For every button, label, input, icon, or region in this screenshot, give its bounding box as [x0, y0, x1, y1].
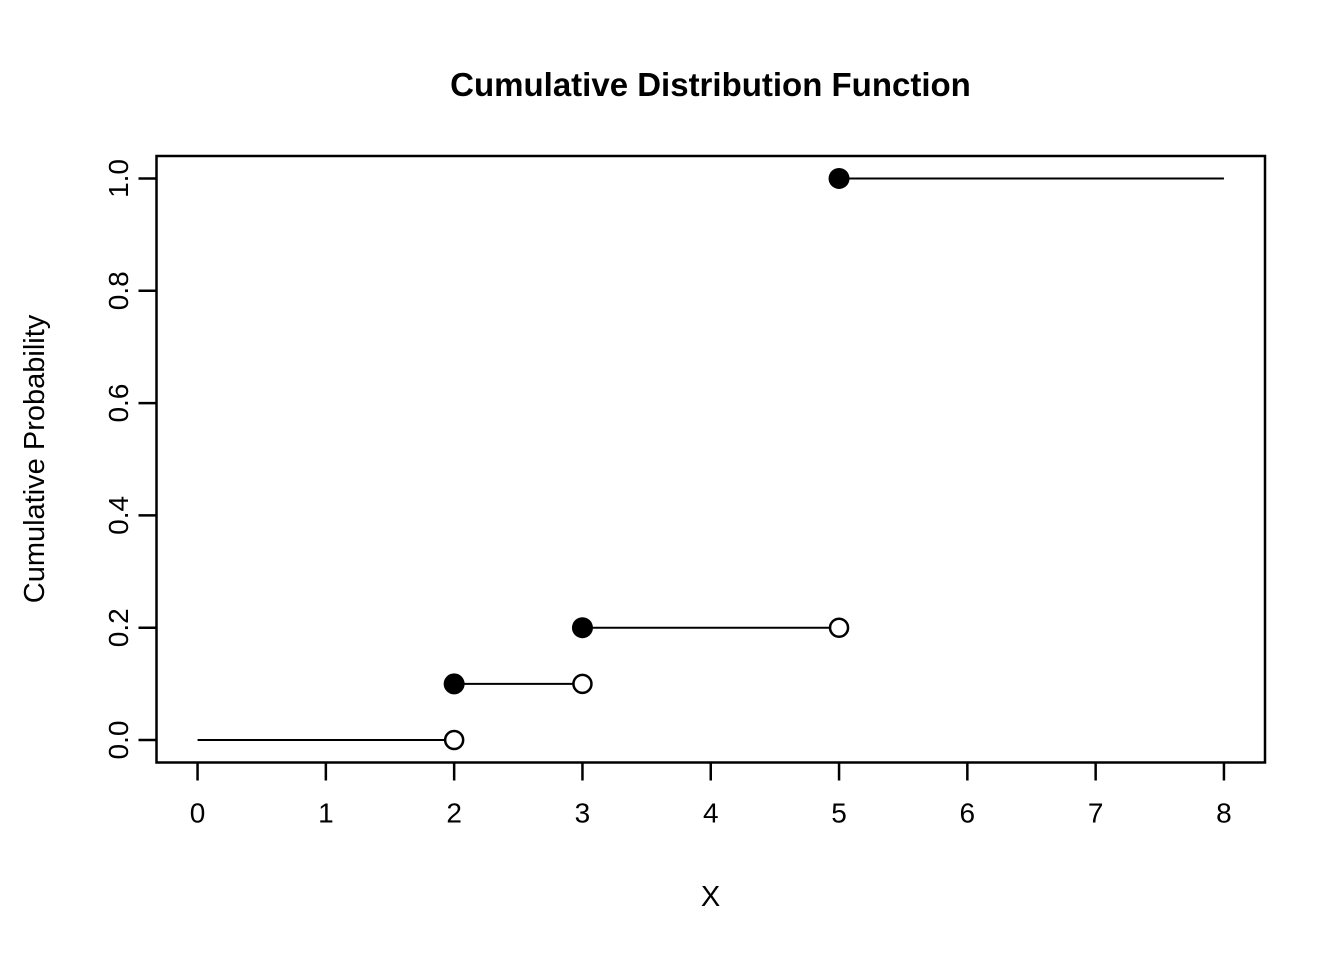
x-tick-label: 1 — [318, 798, 334, 829]
closed-point — [443, 673, 465, 695]
x-tick-label: 2 — [446, 798, 462, 829]
open-point — [443, 729, 465, 751]
y-axis: 0.0 0.2 0.4 0.6 0.8 1.0 — [103, 159, 157, 760]
y-tick-label: 0.0 — [103, 721, 134, 760]
x-axis: 0 1 2 3 4 5 6 7 8 — [190, 762, 1232, 829]
plot-border — [155, 154, 1267, 764]
y-tick-label: 0.4 — [103, 496, 134, 535]
x-tick-label: 8 — [1216, 798, 1232, 829]
x-tick-label: 6 — [960, 798, 976, 829]
y-tick-label: 0.2 — [103, 608, 134, 647]
closed-point — [828, 167, 850, 189]
x-tick-label: 4 — [703, 798, 719, 829]
chart-title: Cumulative Distribution Function — [450, 66, 971, 103]
x-tick-label: 7 — [1088, 798, 1104, 829]
open-point — [828, 617, 850, 638]
closed-point — [571, 617, 593, 639]
step-function-series — [197, 167, 1224, 751]
y-tick-label: 0.8 — [103, 271, 134, 310]
x-axis-label: X — [701, 881, 720, 913]
y-axis-label: Cumulative Probability — [19, 314, 51, 603]
x-tick-label: 3 — [575, 798, 591, 829]
y-tick-label: 0.6 — [103, 384, 134, 423]
x-tick-label: 0 — [190, 798, 206, 829]
open-point — [572, 673, 593, 695]
x-tick-label: 5 — [831, 798, 847, 829]
y-tick-label: 1.0 — [103, 159, 134, 198]
